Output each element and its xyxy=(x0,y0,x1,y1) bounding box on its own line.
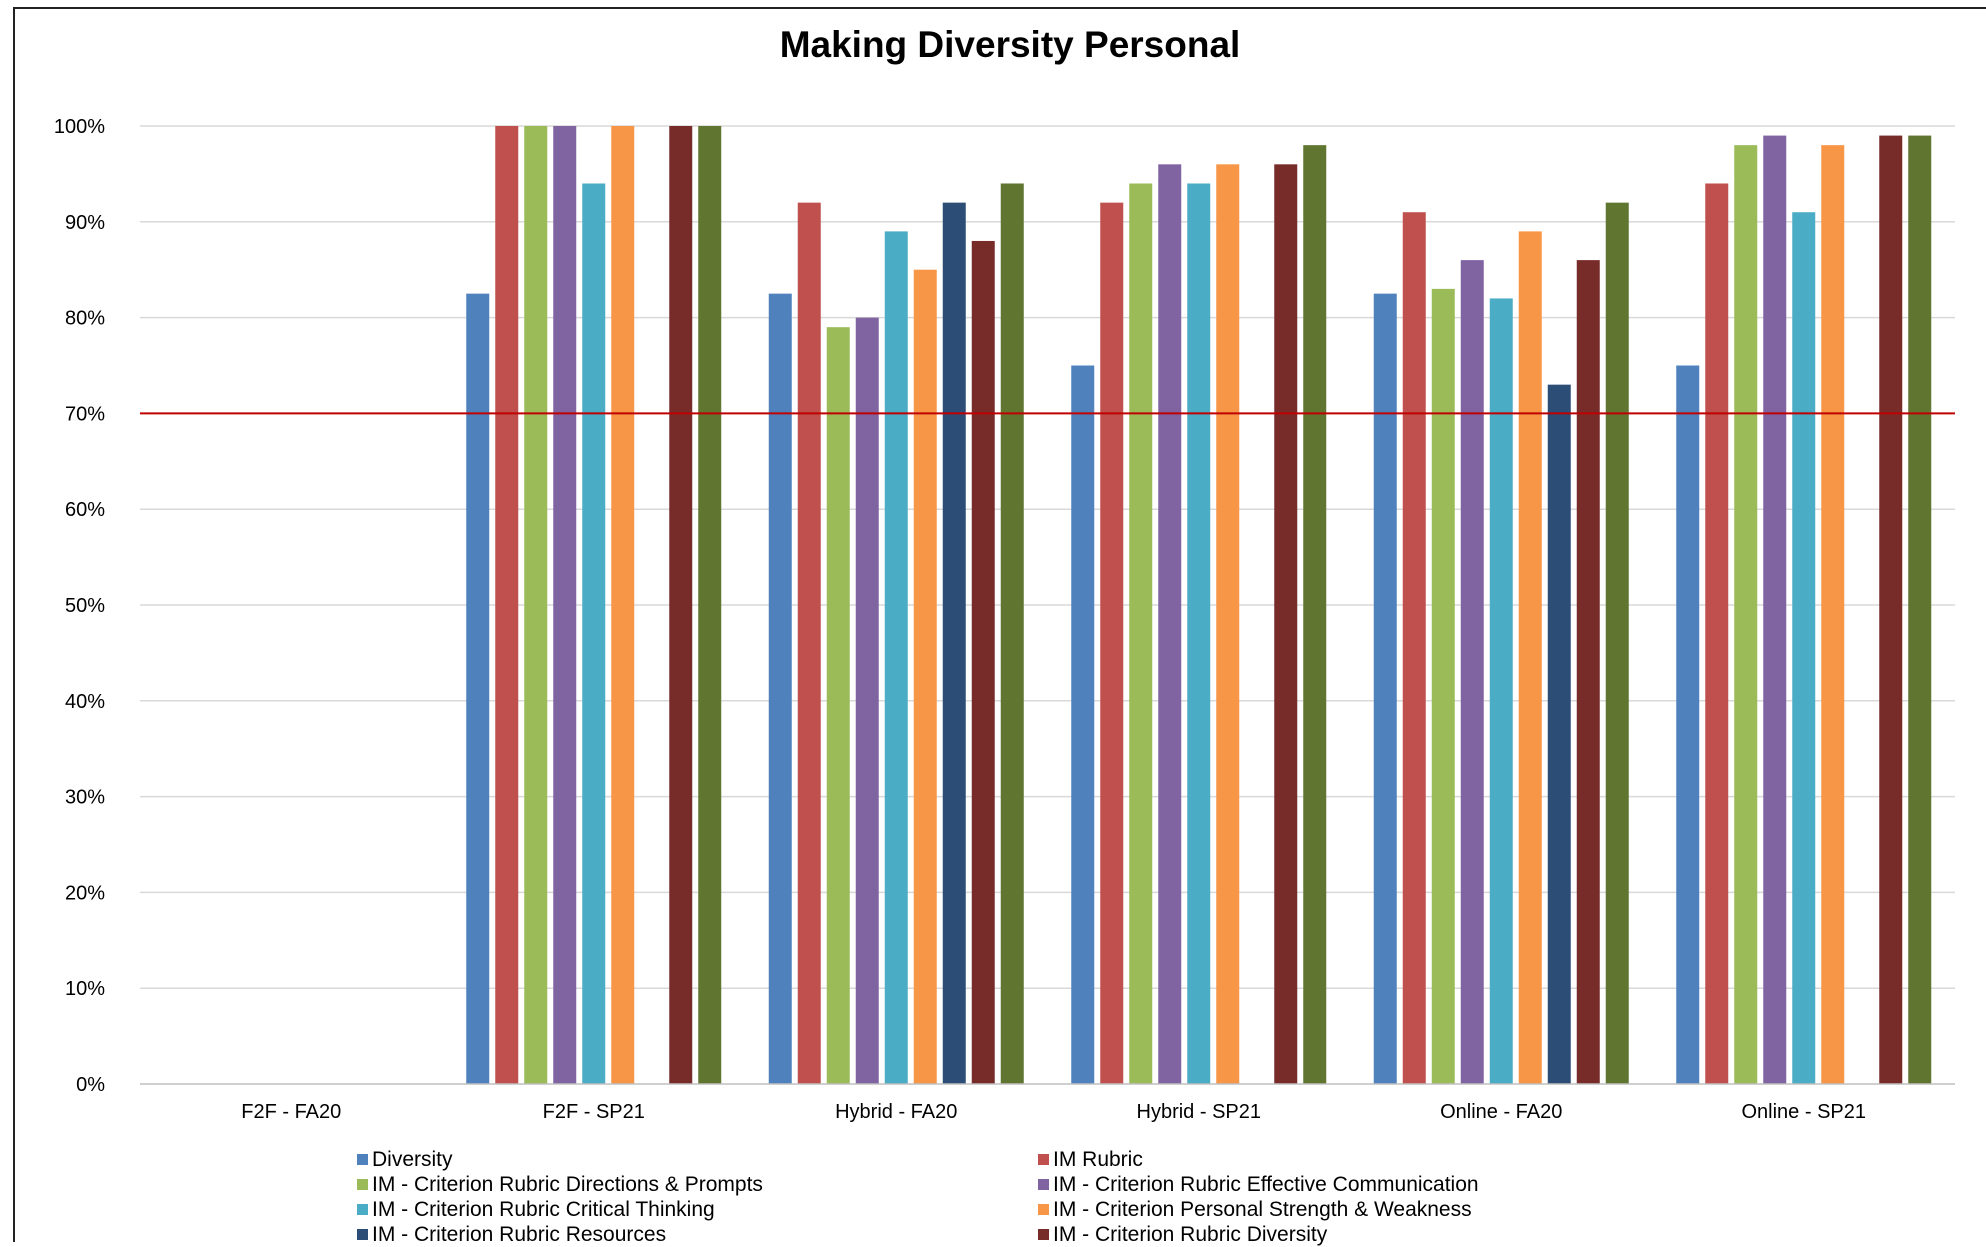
bar xyxy=(1676,365,1700,1084)
bar xyxy=(913,269,937,1084)
legend-item: Diversity xyxy=(357,1147,453,1172)
bar xyxy=(1763,135,1787,1084)
bar xyxy=(1547,384,1571,1084)
bar xyxy=(1605,202,1629,1084)
legend-item: IM - Criterion Rubric Effective Communic… xyxy=(1038,1172,1479,1197)
bar xyxy=(1431,288,1455,1084)
bar xyxy=(1576,260,1600,1084)
y-tick-label: 60% xyxy=(65,499,105,521)
legend-item: IM - Criterion Rubric Critical Thinking xyxy=(357,1197,715,1222)
bar xyxy=(524,126,548,1084)
legend-item: IM - Criterion Rubric Diversity xyxy=(1038,1222,1327,1247)
bar xyxy=(1518,231,1542,1084)
bar xyxy=(495,126,519,1084)
y-tick-label: 50% xyxy=(65,595,105,617)
y-tick-label: 80% xyxy=(65,308,105,330)
chart-frame xyxy=(13,7,1986,1242)
bars xyxy=(466,126,1932,1085)
bar xyxy=(1460,260,1484,1084)
x-tick-label: Hybrid - FA20 xyxy=(835,1101,957,1123)
legend-label: IM - Criterion Rubric Diversity xyxy=(1053,1223,1328,1246)
legend-item: IM - Criterion Rubric Resources xyxy=(357,1222,666,1247)
legend-item: IM - Criterion Rubric Directions & Promp… xyxy=(357,1172,763,1197)
legend-label: IM - Criterion Rubric Effective Communic… xyxy=(1053,1173,1479,1196)
bar xyxy=(1071,365,1095,1084)
x-tick-label: Online - SP21 xyxy=(1741,1101,1866,1123)
x-tick-label: Hybrid - SP21 xyxy=(1137,1101,1262,1123)
bar xyxy=(1821,145,1845,1084)
bar xyxy=(1402,212,1426,1085)
bar xyxy=(1158,164,1182,1084)
legend-swatch xyxy=(1038,1179,1049,1190)
legend-swatch xyxy=(357,1204,368,1215)
legend-label: IM - Criterion Rubric Resources xyxy=(372,1223,667,1246)
bar xyxy=(1792,212,1816,1085)
legend-label: IM - Criterion Rubric Directions & Promp… xyxy=(372,1173,763,1196)
bar xyxy=(698,126,722,1084)
bar xyxy=(1216,164,1240,1084)
legend-swatch xyxy=(1038,1229,1049,1240)
bar xyxy=(1705,183,1729,1085)
bar xyxy=(1908,135,1932,1084)
legend-label: IM - Criterion Rubric Critical Thinking xyxy=(372,1198,715,1221)
legend-swatch xyxy=(357,1154,368,1165)
bar xyxy=(855,317,879,1085)
x-tick-label: Online - FA20 xyxy=(1440,1101,1562,1123)
x-tick-label: F2F - SP21 xyxy=(543,1101,645,1123)
bar xyxy=(1100,202,1124,1084)
legend-label: Diversity xyxy=(372,1148,453,1171)
y-tick-label: 100% xyxy=(54,116,105,138)
legend-item: IM - Criterion Personal Strength & Weakn… xyxy=(1038,1197,1472,1222)
bar xyxy=(1187,183,1211,1085)
y-tick-label: 0% xyxy=(76,1074,105,1096)
bar xyxy=(884,231,908,1084)
bar xyxy=(971,240,995,1084)
legend-label: IM Rubric xyxy=(1053,1148,1143,1171)
bar xyxy=(1879,135,1903,1084)
x-axis-category-labels: F2F - FA20 F2F - SP21 Hybrid - FA20 Hybrid … xyxy=(241,1101,1866,1123)
legend-label: IM - Criterion Personal Strength & Weakn… xyxy=(1053,1198,1472,1221)
bar xyxy=(611,126,635,1084)
bar xyxy=(1734,145,1758,1084)
bar xyxy=(1129,183,1153,1085)
legend-swatch xyxy=(357,1179,368,1190)
bar xyxy=(942,202,966,1084)
legend-item: IM Rubric xyxy=(1038,1147,1143,1172)
y-tick-label: 20% xyxy=(65,882,105,904)
y-tick-label: 90% xyxy=(65,212,105,234)
bar xyxy=(1489,298,1513,1084)
chart-title: Making Diversity Personal xyxy=(779,24,1241,65)
bar xyxy=(1274,164,1298,1084)
legend-swatch xyxy=(1038,1154,1049,1165)
y-tick-label: 70% xyxy=(65,403,105,425)
legend-swatch xyxy=(1038,1204,1049,1215)
y-tick-label: 40% xyxy=(65,691,105,713)
bar xyxy=(1000,183,1024,1085)
bar xyxy=(466,293,490,1084)
y-axis-tick-labels: 0% 10% 20% 30% 40% 50% 60% 70% 80% 90% 100% xyxy=(54,116,105,1096)
y-tick-label: 10% xyxy=(65,978,105,1000)
legend-swatch xyxy=(357,1229,368,1240)
bar xyxy=(582,183,606,1085)
x-tick-label: F2F - FA20 xyxy=(241,1101,341,1123)
bar xyxy=(768,293,792,1084)
bar xyxy=(797,202,821,1084)
bar xyxy=(553,126,577,1084)
bar xyxy=(826,327,850,1084)
bar xyxy=(1303,145,1327,1084)
y-tick-label: 30% xyxy=(65,787,105,809)
bar xyxy=(669,126,693,1084)
bar xyxy=(1373,293,1397,1084)
